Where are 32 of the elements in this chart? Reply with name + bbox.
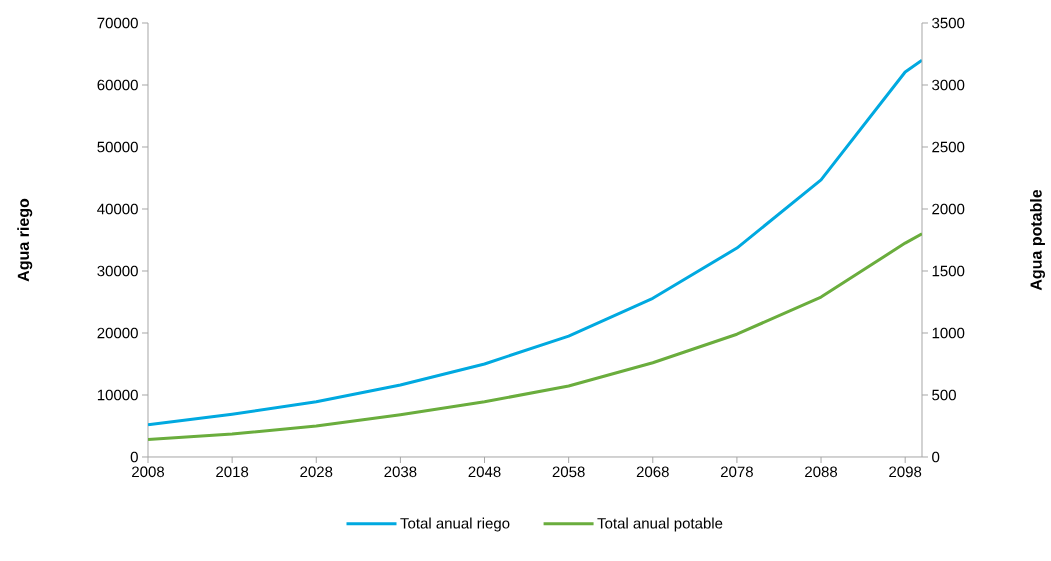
x-tick-label: 2048 — [468, 466, 501, 478]
y2-tick-label: 500 — [932, 389, 956, 401]
x-tick-label: 2068 — [636, 466, 669, 478]
x-tick-label: 2088 — [805, 466, 838, 478]
y2-tick-label: 1500 — [932, 265, 965, 277]
x-tick-label: 2078 — [720, 466, 753, 478]
line-series — [148, 58, 922, 427]
x-tick-label: 2058 — [552, 466, 585, 478]
y-tick-label: 60000 — [97, 79, 138, 91]
y-tick-label: 30000 — [97, 265, 138, 277]
y-tick-label: 20000 — [97, 327, 138, 339]
x-tick-label: 2098 — [889, 466, 922, 478]
x-tick-label: 2038 — [384, 466, 417, 478]
y-tick-label: 50000 — [97, 141, 138, 153]
y2-axis-title: Agua potable — [1030, 189, 1045, 291]
x-tick-label: 2018 — [216, 466, 249, 478]
y2-tick-label: 1000 — [932, 327, 965, 339]
line-series — [148, 232, 922, 442]
y2-tick-label: 2500 — [932, 141, 965, 153]
x-tick-label: 2028 — [300, 466, 333, 478]
legend-label: Total anual riego — [400, 517, 510, 532]
y-tick-label: 0 — [130, 451, 138, 463]
y-tick-label: 70000 — [97, 17, 138, 29]
y2-tick-label: 0 — [932, 451, 940, 463]
legend-label: Total anual potable — [597, 517, 723, 532]
y-axis-title: Agua riego — [17, 198, 33, 282]
y2-tick-label: 3000 — [932, 79, 965, 91]
x-tick-label: 2008 — [132, 466, 165, 478]
y-tick-label: 40000 — [97, 203, 138, 215]
y2-tick-label: 2000 — [932, 203, 965, 215]
y-tick-label: 10000 — [97, 389, 138, 401]
y2-tick-label: 3500 — [932, 17, 965, 29]
